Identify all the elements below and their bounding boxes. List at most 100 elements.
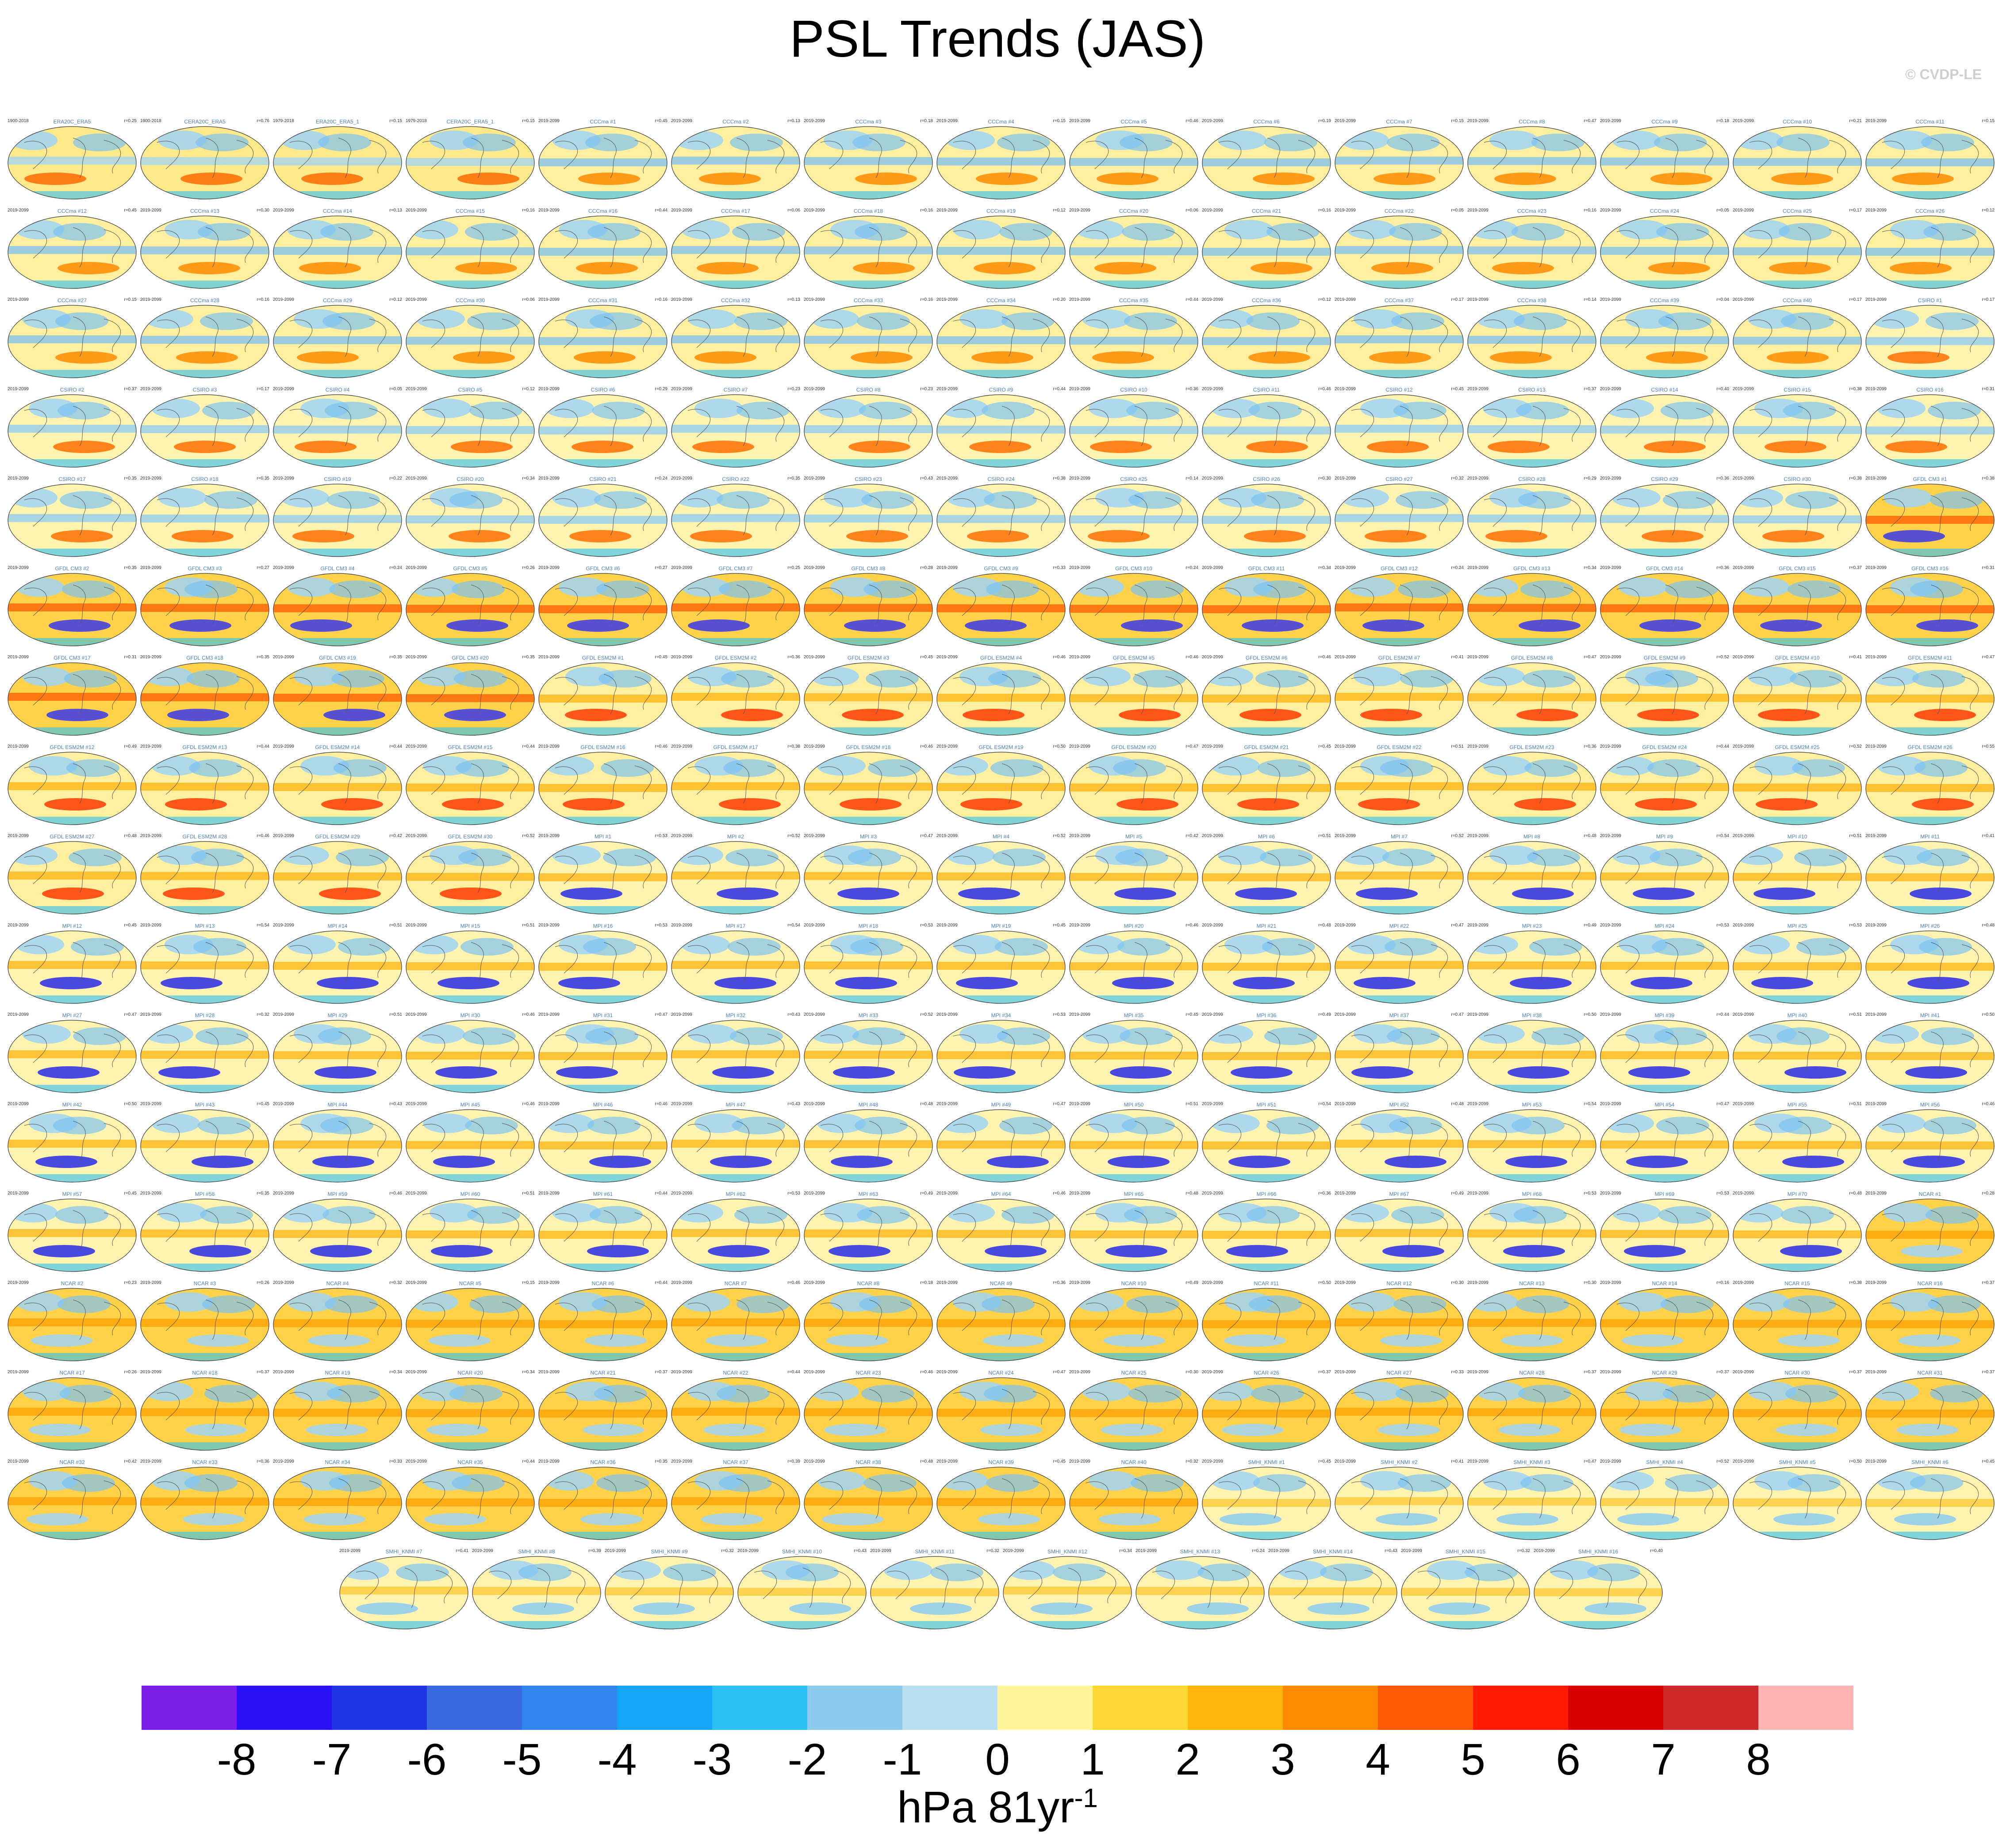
copyright-text: © CVDP-LE [1905,66,1982,82]
map-panel: ERA20C_ERA5 1900-2018 r=0.25 [7,119,138,203]
panel-period: 2019-2099 [1335,476,1356,481]
colorbar-tick-label: -4 [597,1735,637,1784]
map-panel: CCCma #27 2019-2099 r=0.15 [7,297,138,381]
panel-period: 2019-2099 [273,476,294,481]
panel-correlation: r=0.53 [655,923,668,928]
globe-map [1865,1199,1995,1272]
map-panel: NCAR #30 2019-2099 r=0.37 [1732,1370,1863,1454]
globe-map [1865,573,1995,646]
globe-map [1335,1467,1464,1540]
panel-title: MPI #40 [1787,1012,1807,1018]
globe-map [1733,215,1862,289]
panel-period: 2019-2099 [8,208,29,213]
panel-correlation: r=0.32 [1517,1548,1530,1553]
globe-map [406,662,535,736]
globe-map [936,662,1066,736]
panel-correlation: r=0.52 [1451,834,1464,838]
map-panel: CSIRO #17 2019-2099 r=0.35 [7,476,138,560]
map-panel: CCCma #35 2019-2099 r=0.44 [1068,297,1199,381]
globe-map [671,305,800,378]
map-panel: GFDL ESM2M #18 2019-2099 r=0.46 [803,744,934,828]
panel-title: SMHI_KNMI #8 [518,1548,555,1555]
globe-map [1600,215,1729,289]
map-panel: GFDL CM3 #5 2019-2099 r=0.26 [405,565,536,649]
panel-correlation: r=0.12 [522,387,535,392]
panel-period: 2019-2099 [140,1459,161,1464]
panel-title: GFDL CM3 #8 [851,565,886,572]
map-panel: GFDL CM3 #7 2019-2099 r=0.25 [670,565,801,649]
globe-map [1865,1467,1995,1540]
map-panel: GFDL CM3 #19 2019-2099 r=0.35 [272,655,403,739]
panel-correlation: r=0.41 [1451,1459,1464,1464]
globe-map [538,1467,668,1540]
panel-period: 2019-2099 [1600,297,1621,302]
map-panel: MPI #41 2019-2099 r=0.50 [1865,1012,1995,1096]
map-panel: NCAR #12 2019-2099 r=0.30 [1334,1280,1465,1364]
panel-correlation: r=0.46 [920,1370,933,1375]
globe-map [1202,662,1331,736]
panel-period: 2019-2099 [1202,476,1223,481]
panel-period: 2019-2099 [1069,655,1090,660]
globe-map [1865,215,1995,289]
panel-period: 2019-2099 [671,834,692,838]
panel-title: GFDL ESM2M #5 [1113,655,1155,661]
panel-correlation: r=0.51 [389,1012,402,1017]
panel-period: 2019-2099 [1069,1280,1090,1285]
map-panel: NCAR #23 2019-2099 r=0.46 [803,1370,934,1454]
panel-correlation: r=0.53 [1584,1191,1596,1196]
panel-title: MPI #8 [1523,834,1540,840]
globe-map [273,1020,402,1093]
map-panel: GFDL ESM2M #3 2019-2099 r=0.45 [803,655,934,739]
panel-title: CCCma #15 [455,208,485,214]
globe-map [1733,841,1862,914]
panel-period: 2019-2099 [936,565,958,570]
globe-map [1069,1288,1198,1361]
panel-period: 1979-2018 [273,119,294,123]
globe-map [1467,126,1596,200]
panel-period: 2019-2099 [1335,1012,1356,1017]
panel-period: 1900-2018 [140,119,161,123]
map-panel: GFDL ESM2M #4 2019-2099 r=0.46 [936,655,1067,739]
globe-map [8,930,137,1004]
panel-correlation: r=0.54 [257,923,269,928]
panel-period: 2019-2099 [1202,834,1223,838]
map-panel: NCAR #21 2019-2099 r=0.37 [537,1370,668,1454]
panel-title: MPI #18 [858,923,879,929]
panel-title: NCAR #6 [591,1280,614,1287]
map-panel: MPI #70 2019-2099 r=0.48 [1732,1191,1863,1275]
map-panel: MPI #26 2019-2099 r=0.48 [1865,923,1995,1007]
panel-title: CCCma #37 [1384,297,1414,304]
globe-map [804,1020,933,1093]
panel-period: 2019-2099 [273,923,294,928]
panel-correlation: r=0.46 [1318,655,1331,660]
panel-period: 2019-2099 [406,476,427,481]
panel-title: GFDL ESM2M #23 [1509,744,1554,750]
panel-period: 2019-2099 [406,208,427,213]
panel-title: CCCma #14 [322,208,353,214]
globe-map [1865,394,1995,468]
panel-title: MPI #23 [1522,923,1542,929]
panel-title: NCAR #30 [1784,1370,1810,1376]
panel-correlation: r=0.38 [1849,387,1862,392]
panel-title: NCAR #23 [856,1370,881,1376]
panel-title: GFDL ESM2M #8 [1511,655,1553,661]
panel-title: NCAR #35 [457,1459,483,1465]
panel-period: 2019-2099 [1335,1459,1356,1464]
panel-correlation: r=0.50 [1053,744,1066,749]
map-panel: MPI #4 2019-2099 r=0.52 [936,834,1067,918]
map-panel: CSIRO #19 2019-2099 r=0.22 [272,476,403,560]
panel-period: 2019-2099 [1733,834,1754,838]
map-panel: CSIRO #28 2019-2099 r=0.29 [1466,476,1597,560]
globe-map [936,1199,1066,1272]
globe-map [538,215,668,289]
map-panel: SMHI_KNMI #6 2019-2099 r=0.45 [1865,1459,1995,1543]
panel-period: 2019-2099 [273,1370,294,1375]
panel-correlation: r=0.45 [655,655,668,660]
panel-period: 2019-2099 [1467,1280,1489,1285]
map-panel: MPI #50 2019-2099 r=0.51 [1068,1102,1199,1186]
units-base: hPa 81yr [897,1783,1074,1832]
globe-map [671,1020,800,1093]
globe-map [8,215,137,289]
globe-map [273,930,402,1004]
panel-correlation: r=0.50 [1982,1012,1995,1017]
